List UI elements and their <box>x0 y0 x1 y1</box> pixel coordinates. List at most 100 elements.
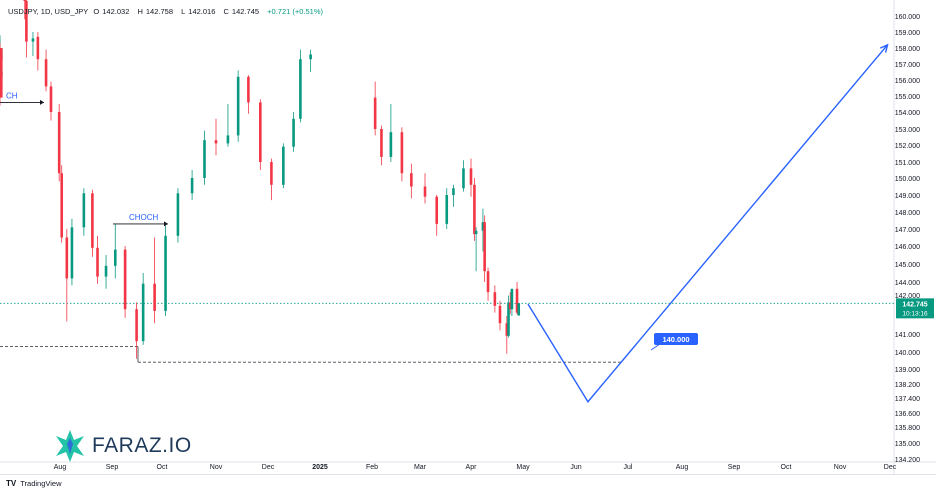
y-tick-label: 150.000 <box>895 176 920 183</box>
asterisk-logo-icon <box>56 430 84 462</box>
candle-body <box>474 230 478 235</box>
candle-body <box>135 309 138 342</box>
candle-body <box>299 59 302 119</box>
y-tick-label: 146.000 <box>895 244 920 251</box>
candle-body <box>452 188 455 195</box>
candle-body <box>486 271 490 293</box>
candle-body <box>498 305 502 324</box>
y-tick-label: 144.000 <box>895 280 920 287</box>
candle-body <box>113 249 117 266</box>
x-tick-label: Jul <box>624 464 633 471</box>
y-tick-label: 141.000 <box>895 332 920 339</box>
y-tick-label: 159.000 <box>895 30 920 37</box>
projection-arrowhead <box>879 43 889 53</box>
tradingview-label: TradingView <box>20 479 62 488</box>
candle-body <box>517 303 521 316</box>
x-tick-label: Aug <box>54 464 67 471</box>
change-value: +0.721 (+0.51%) <box>267 7 324 16</box>
candle-body <box>65 237 69 279</box>
y-tick-label: 157.000 <box>895 62 920 69</box>
target-callout-label: 140.000 <box>662 335 689 344</box>
y-tick-label: 154.000 <box>895 110 920 117</box>
tradingview-logo[interactable]: TV TradingView <box>6 479 62 488</box>
faraz-logo: FARAZ.IO <box>52 428 192 464</box>
candle-body <box>176 193 180 236</box>
candle-body <box>462 168 465 189</box>
candle-body <box>292 118 295 147</box>
candle-body <box>270 162 273 185</box>
candle-body <box>469 168 473 185</box>
x-tick-label: Oct <box>157 464 168 471</box>
y-tick-label: 134.200 <box>895 457 920 464</box>
candle-body <box>373 97 377 129</box>
candle-body <box>25 1 28 42</box>
y-tick-label: 145.000 <box>895 262 920 269</box>
y-tick-label: 138.200 <box>895 382 920 389</box>
candle-body <box>259 102 262 162</box>
x-tick-label: Apr <box>466 464 478 471</box>
footer-bar: TV TradingView <box>0 474 936 493</box>
candle-body <box>104 265 108 277</box>
candle-body <box>123 249 127 310</box>
choch-mid-label: CHOCH <box>129 213 159 222</box>
candle-body <box>481 222 485 231</box>
candle-body <box>282 146 285 185</box>
y-tick-label: 158.000 <box>895 46 920 53</box>
candle-body <box>0 48 3 77</box>
candle-body <box>505 323 509 336</box>
y-tick-label: 140.000 <box>895 350 920 357</box>
y-tick-label: 135.000 <box>895 441 920 448</box>
x-tick-label: Aug <box>676 464 689 471</box>
candle-body <box>226 135 230 144</box>
y-tick-label: 155.000 <box>895 94 920 101</box>
candle-body <box>410 173 413 187</box>
candle-body <box>57 112 61 174</box>
x-tick-label: Dec <box>262 464 275 471</box>
candle-body <box>435 196 439 224</box>
candle-body <box>141 283 145 342</box>
current-price-label: 142.745 <box>902 301 927 308</box>
candle-body <box>493 292 497 306</box>
choch-left-label: CH <box>6 91 18 100</box>
high-value: 142.758 <box>145 7 174 16</box>
candle-body <box>60 173 64 238</box>
projection-path <box>527 44 889 403</box>
candle-body <box>164 235 167 311</box>
x-tick-label: Nov <box>834 464 847 471</box>
y-tick-label: 147.000 <box>895 227 920 234</box>
candle-body <box>309 54 312 60</box>
candle-body <box>0 72 3 98</box>
candle-body <box>49 86 53 112</box>
candle-body <box>247 76 250 103</box>
candle-body <box>96 247 99 277</box>
candle-body <box>31 38 35 42</box>
x-tick-label: Nov <box>210 464 223 471</box>
x-tick-label: Sep <box>728 464 741 471</box>
y-tick-label: 136.600 <box>895 411 920 418</box>
x-tick-label: Oct <box>781 464 792 471</box>
symbol-label[interactable]: USDJPY, 1D, USD_JPY <box>8 7 89 16</box>
target-callout-box <box>654 333 698 345</box>
x-tick-label: Sep <box>106 464 119 471</box>
candle-body <box>91 193 94 248</box>
candle-body <box>423 186 427 197</box>
x-tick-label: Feb <box>366 464 378 471</box>
y-tick-label: 137.400 <box>895 396 920 403</box>
open-value: 142.032 <box>102 7 130 16</box>
candle-body <box>445 195 449 224</box>
candle-body <box>153 283 156 311</box>
choch-mid-arrowhead <box>164 221 168 227</box>
y-tick-label: 135.800 <box>895 425 920 432</box>
y-tick-label: 152.000 <box>895 143 920 150</box>
candle-body <box>214 140 218 144</box>
candle-body <box>515 288 519 313</box>
y-tick-label: 139.000 <box>895 367 920 374</box>
candle-body <box>36 36 40 60</box>
brand-name: FARAZ.IO <box>92 434 192 457</box>
candle-body <box>507 302 510 336</box>
candle-body <box>203 140 206 178</box>
candle-body <box>508 302 512 310</box>
